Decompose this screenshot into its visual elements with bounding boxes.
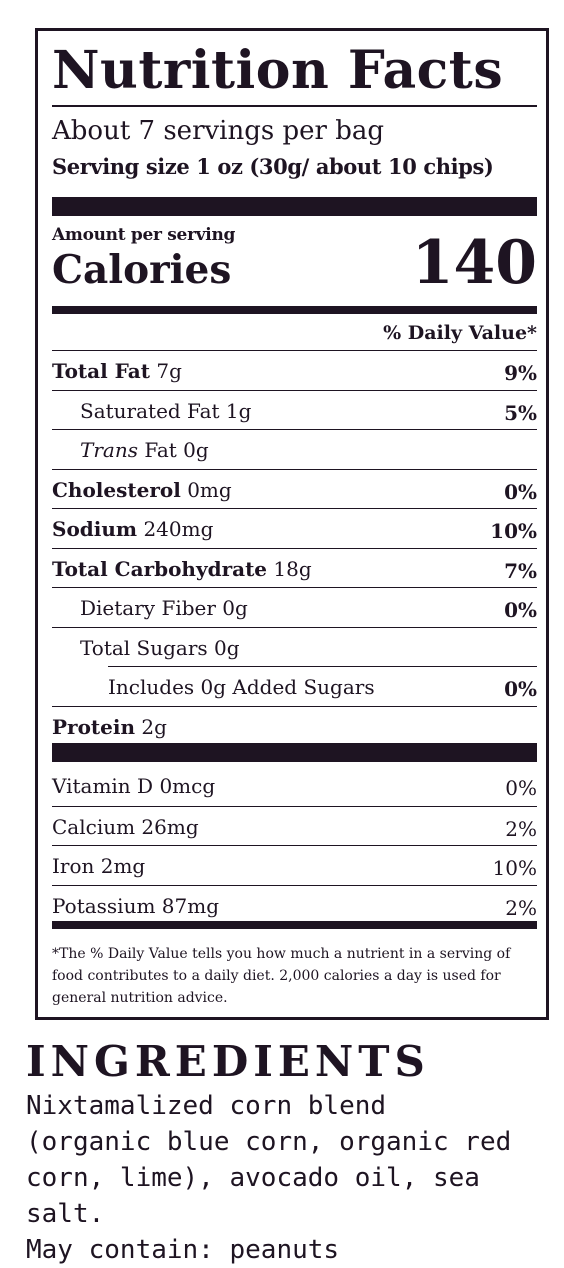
nutrient-row-total-carbohydrate: Total Carbohydrate 18g 7% [52,548,537,588]
nutrient-amount: 1g [225,399,252,423]
nutrient-row-protein: Protein 2g [52,706,537,746]
nutrient-name: Total Fat [52,359,150,383]
vitamin-name: Calcium 26mg [52,815,199,839]
daily-value-header: % Daily Value* [383,322,537,344]
nutrient-row-total-fat: Total Fat 7g 9% [52,350,537,390]
nutrient-name: Cholesterol [52,478,181,502]
nutrient-name: Trans [80,438,138,462]
nutrient-dv: 9% [504,361,537,385]
nutrient-name: Saturated Fat [80,399,220,423]
nutrient-amount: Fat 0g [144,438,209,462]
vitamin-row-iron: Iron 2mg 10% [52,845,537,885]
nutrient-amount: 0g [222,596,248,620]
thick-divider-protein [52,743,537,762]
vitamin-dv: 2% [505,896,537,920]
serving-size: Serving size 1 oz (30g/ about 10 chips) [52,154,494,179]
nutrient-name: Protein [52,715,136,739]
nutrient-row-sodium: Sodium 240mg 10% [52,508,537,548]
nutrient-dv: 0% [504,598,537,622]
vitamin-name: Iron 2mg [52,854,146,878]
calories-label: Calories [52,247,232,293]
nutrient-amount: 0mg [187,478,232,502]
nutrient-dv: 0% [504,677,537,701]
nutrient-amount: 2g [141,715,167,739]
daily-value-footnote: *The % Daily Value tells you how much a … [52,946,511,1006]
nutrition-facts-panel: Nutrition Facts About 7 servings per bag… [35,28,549,1020]
nutrient-name: Includes 0g Added Sugars [108,675,375,699]
nutrient-row-added-sugars: Includes 0g Added Sugars 0% [108,666,537,706]
nutrient-amount: 240mg [143,517,214,541]
servings-per-container: About 7 servings per bag [52,116,385,146]
nutrient-name: Dietary Fiber [80,596,216,620]
title-rule [52,105,537,107]
thick-divider [52,197,537,216]
nutrient-name: Total Sugars [80,636,208,660]
nutrient-name: Sodium [52,517,138,541]
nutrient-dv: 5% [504,401,537,425]
vitamin-row-potassium: Potassium 87mg 2% [52,885,537,925]
nutrient-row-total-sugars: Total Sugars 0g [52,627,537,667]
vitamin-row-vitamin-d: Vitamin D 0mcg 0% [52,766,537,806]
amount-per-serving: Amount per serving [52,225,236,245]
ingredients-text: Nixtamalized corn blend (organic blue co… [26,1091,512,1265]
nutrient-row-trans-fat: Trans Fat 0g [52,429,537,469]
calories-value: 140 [411,228,537,298]
nutrient-row-dietary-fiber: Dietary Fiber 0g 0% [52,587,537,627]
vitamin-row-calcium: Calcium 26mg 2% [52,806,537,846]
nutrient-dv: 7% [504,559,537,583]
vitamin-dv: 2% [505,817,537,841]
nutrient-amount: 7g [156,359,182,383]
nutrient-dv: 0% [504,480,537,504]
nutrient-row-saturated-fat: Saturated Fat 1g 5% [52,390,537,430]
nutrition-facts-title: Nutrition Facts [52,40,504,101]
nutrient-amount: 18g [273,557,312,581]
medium-divider [52,306,537,314]
nutrient-dv: 10% [490,519,537,543]
vitamin-name: Vitamin D 0mcg [52,774,216,798]
vitamin-name: Potassium 87mg [52,894,219,918]
nutrient-row-cholesterol: Cholesterol 0mg 0% [52,469,537,509]
nutrient-name: Total Carbohydrate [52,557,268,581]
medium-divider-footnote [52,921,537,929]
ingredients-title: INGREDIENTS [26,1037,430,1086]
vitamin-dv: 10% [492,856,537,880]
nutrient-amount: 0g [214,636,240,660]
vitamin-dv: 0% [505,776,537,800]
